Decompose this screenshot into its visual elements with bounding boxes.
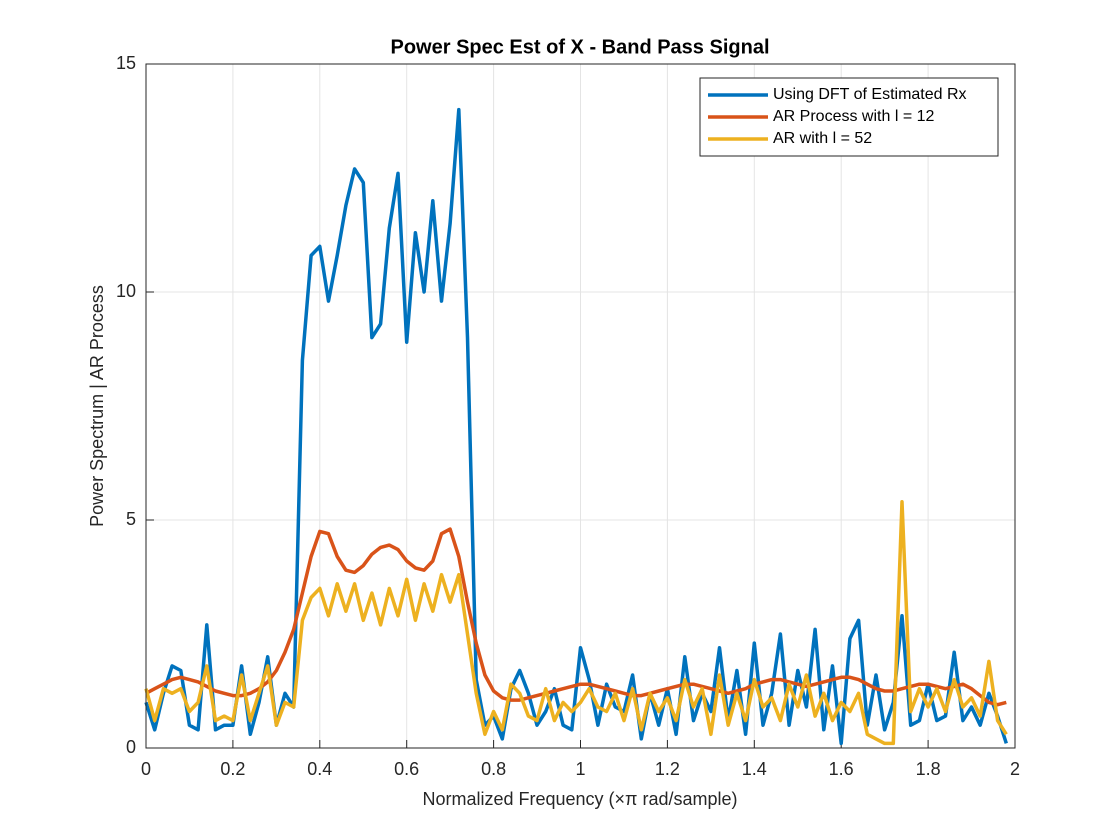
- x-tick-label: 1.8: [916, 759, 941, 779]
- chart-title: Power Spec Est of X - Band Pass Signal: [391, 36, 770, 58]
- legend-label: AR with l = 52: [773, 130, 872, 147]
- data-line: [144, 107, 1008, 746]
- x-tick-label: 0.8: [481, 759, 506, 779]
- y-tick-label: 0: [126, 737, 136, 757]
- legend-label: AR Process with l = 12: [773, 108, 935, 125]
- axes-box: [145, 63, 1016, 749]
- y-axis-label: Power Spectrum | AR Process: [87, 285, 107, 527]
- x-tick-label: 0: [141, 759, 151, 779]
- x-tick-label: 2: [1010, 759, 1020, 779]
- x-axis-label: Normalized Frequency (×π rad/sample): [422, 789, 737, 809]
- x-tick-label: 1: [575, 759, 585, 779]
- x-tick-label: 0.2: [220, 759, 245, 779]
- y-tick-label: 5: [126, 509, 136, 529]
- y-tick-label: 15: [116, 53, 136, 73]
- legend-label: Using DFT of Estimated Rx: [773, 86, 967, 103]
- y-tick-label: 10: [116, 281, 136, 301]
- data-line: [145, 527, 1007, 707]
- data-line: [144, 500, 1008, 746]
- x-tick-label: 0.4: [307, 759, 332, 779]
- x-tick-label: 1.2: [655, 759, 680, 779]
- x-tick-label: 0.6: [394, 759, 419, 779]
- x-tick-label: 1.4: [742, 759, 767, 779]
- x-tick-label: 1.6: [829, 759, 854, 779]
